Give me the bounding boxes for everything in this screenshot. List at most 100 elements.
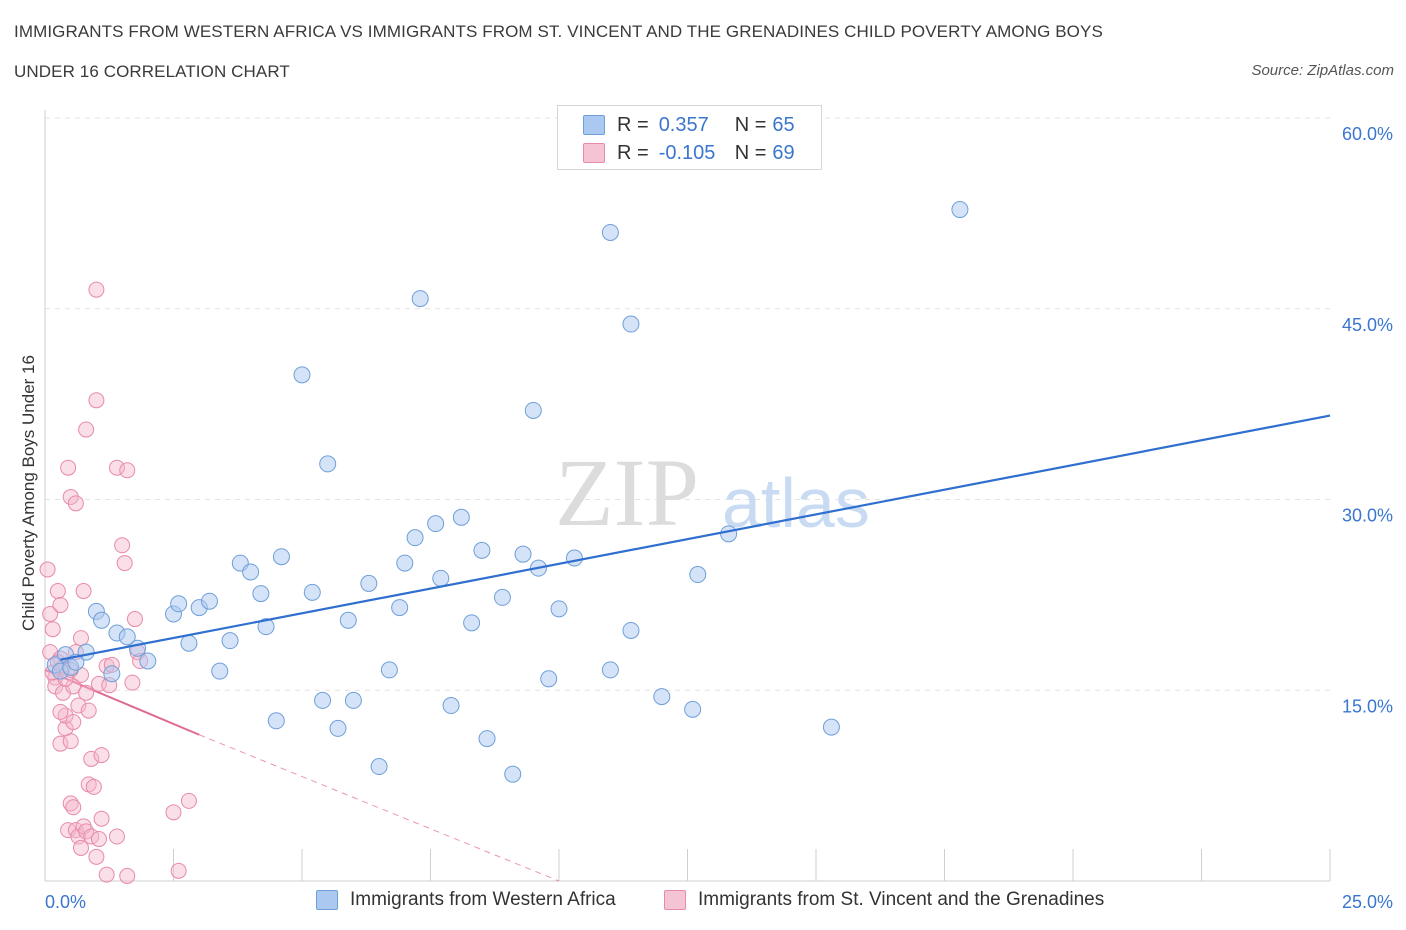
watermark: ZIP atlas: [555, 439, 870, 546]
x-tick-label: 0.0%: [45, 892, 86, 912]
legend-n-value-pink: 69: [772, 141, 795, 164]
pink-point: [124, 674, 141, 691]
pink-point: [93, 810, 110, 827]
blue-point: [180, 634, 198, 652]
x-tick-label: 25.0%: [1342, 892, 1393, 912]
bottom-legend-blue: Immigrants from Western Africa: [316, 889, 616, 911]
blue-point: [601, 223, 619, 241]
blue-trend-line: [60, 414, 1331, 661]
bottom-legend-label-blue: Immigrants from Western Africa: [350, 889, 616, 910]
blue-point: [540, 670, 558, 688]
blue-point: [822, 718, 840, 736]
pink-point: [72, 839, 89, 856]
pink-point: [75, 583, 92, 600]
pink-point: [67, 822, 84, 839]
blue-trend-group: [60, 414, 1331, 661]
blue-point: [257, 618, 275, 636]
blue-point: [406, 529, 424, 547]
blue-point: [380, 661, 398, 679]
blue-point: [252, 585, 270, 603]
pink-trend-extension: [199, 734, 560, 882]
blue-point: [370, 758, 388, 776]
pink-point: [116, 555, 133, 572]
pink-point: [42, 605, 59, 622]
legend-swatch-pink: [583, 143, 605, 163]
pink-point: [78, 684, 95, 701]
chart-title-line1: IMMIGRANTS FROM WESTERN AFRICA VS IMMIGR…: [14, 22, 1103, 41]
legend-swatch-blue: [583, 115, 605, 135]
pink-point: [83, 750, 100, 767]
pink-point: [119, 867, 136, 884]
pink-point: [62, 488, 79, 505]
blue-point: [200, 592, 218, 610]
bottom-legend-swatch-blue: [316, 890, 338, 910]
blue-point: [493, 588, 511, 606]
blue-point: [684, 700, 702, 718]
pink-point: [39, 561, 56, 578]
pink-point: [85, 778, 102, 795]
bottom-legend-label-pink: Immigrants from St. Vincent and the Gren…: [698, 889, 1105, 910]
legend-n-value-blue: 65: [772, 113, 795, 136]
grid-lines: [45, 117, 1330, 691]
blue-point: [951, 201, 969, 219]
pink-point: [119, 462, 136, 479]
legend-n-label: N =: [734, 113, 767, 136]
blue-point: [689, 566, 707, 584]
blue-point: [622, 315, 640, 333]
blue-point: [411, 290, 429, 308]
blue-points: [46, 201, 969, 783]
legend-row-blue: R = 0.357 N = 65: [583, 114, 795, 136]
tick-labels: 15.0% 30.0% 45.0% 60.0% 0.0% 25.0%: [45, 124, 1393, 912]
watermark-atlas: atlas: [722, 464, 870, 542]
pink-point: [62, 733, 79, 750]
pink-point: [52, 735, 69, 752]
pink-point: [98, 866, 115, 883]
blue-point: [524, 401, 542, 419]
blue-point: [221, 632, 239, 650]
pink-point: [72, 630, 89, 647]
blue-point: [473, 541, 491, 559]
pink-point: [180, 792, 197, 809]
blue-point: [139, 652, 157, 670]
pink-point: [44, 621, 61, 638]
blue-point: [129, 639, 147, 657]
blue-point: [303, 583, 321, 601]
blue-point: [272, 548, 290, 566]
blue-point: [339, 611, 357, 629]
y-tick-label: 60.0%: [1342, 124, 1393, 144]
blue-point: [293, 366, 311, 384]
blue-point: [622, 621, 640, 639]
y-tick-label: 45.0%: [1342, 315, 1393, 335]
pink-point: [70, 697, 87, 714]
blue-point: [601, 661, 619, 679]
bottom-legend-pink: Immigrants from St. Vincent and the Gren…: [664, 889, 1104, 911]
stats-legend: R = 0.357 N = 65 R = -0.105 N = 69: [557, 105, 822, 170]
blue-point: [170, 595, 188, 613]
blue-point: [319, 455, 337, 473]
blue-point: [463, 614, 481, 632]
watermark-zip: ZIP: [555, 439, 699, 546]
legend-r-label: R =: [617, 141, 649, 164]
pink-trend-line: [44, 668, 200, 736]
pink-points: [39, 281, 197, 884]
blue-point: [720, 525, 738, 543]
axes: [44, 110, 1331, 882]
source-label: Source: ZipAtlas.com: [1251, 62, 1394, 79]
blue-point: [514, 545, 532, 563]
blue-point: [211, 662, 229, 680]
pink-point: [52, 703, 69, 720]
pink-point: [88, 281, 105, 298]
pink-point: [52, 597, 69, 614]
legend-r-value-pink: -0.105: [658, 141, 716, 164]
legend-row-pink: R = -0.105 N = 69: [583, 142, 795, 164]
blue-point: [93, 611, 111, 629]
pink-point: [165, 804, 182, 821]
pink-point: [90, 831, 107, 848]
blue-point: [242, 563, 260, 581]
pink-trend-group: [44, 668, 560, 882]
pink-point: [60, 459, 77, 476]
pink-point: [108, 828, 125, 845]
blue-point: [550, 600, 568, 618]
pink-point: [88, 848, 105, 865]
